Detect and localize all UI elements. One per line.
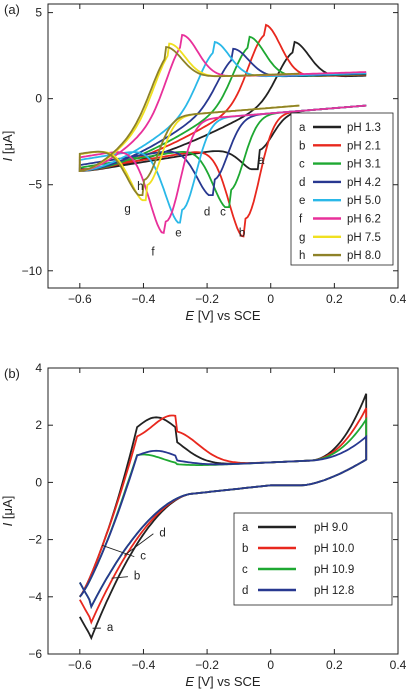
y-axis-label: I [μA] [0,131,15,162]
curve-letter-g: g [124,203,130,215]
curves [79,393,368,641]
curve-letter-d: d [204,207,210,219]
legend-box [233,512,393,606]
legend-label: pH 8.0 [347,250,381,262]
panel-label: (b) [4,366,20,381]
curve-letter-h: h [137,181,143,193]
curve-letter-b: b [134,571,140,583]
y-axis-label: I [μA] [0,496,15,527]
curve-letter-e: e [175,227,181,239]
x-tick-label: 0 [267,292,274,306]
y-tick-label: 0 [35,92,42,106]
legend-letter: a [242,522,249,534]
legend-label: pH 12.8 [314,585,354,597]
annotation-arrow [111,576,128,579]
x-tick-label: 0 [267,658,274,672]
curve-letter-c: c [140,551,146,563]
curves [78,23,367,238]
y-tick-label: 5 [35,6,42,20]
legend-label: pH 4.2 [347,177,381,189]
x-tick-label: 0.4 [390,292,407,306]
x-axis-label: E [V] vs SCE [185,674,260,689]
legend-letter: d [242,585,248,597]
x-tick-label: −0.2 [195,292,219,306]
legend-letter: f [299,214,303,226]
legend-label: pH 7.5 [347,232,381,244]
panel-a-chart: −0.6 −0.4 −0.2 0 0.2 0.4 −10 −5 0 5 (a) E [V] vs SC… [0,2,407,323]
legend-letter: a [299,122,306,134]
y-tick-label: −4 [28,590,42,604]
y-tick-label: 4 [35,361,42,375]
series-line-h [78,45,300,196]
y-tick-label: 2 [35,418,42,432]
curve-letter-c: c [220,207,226,219]
legend-letter: e [299,195,305,207]
x-tick-label: 0.2 [326,658,343,672]
curve-letter-f: f [151,246,155,258]
x-tick-label: −0.6 [68,658,92,672]
x-tick-label: 0.2 [326,292,343,306]
panel-label: (a) [4,2,20,17]
curve-letter-b: b [239,227,245,239]
series-line-d [79,434,368,610]
y-tick-label: −2 [28,533,42,547]
legend-label: pH 1.3 [347,122,381,134]
curve-letter-a: a [107,622,114,634]
curve-letter-d: d [159,528,165,540]
legend-letter: c [299,159,305,171]
x-tick-label: −0.2 [195,658,219,672]
y-tick-label: −6 [28,647,42,661]
legend-letter: d [299,177,305,189]
annotation-arrow [124,533,154,556]
legend-letter: c [242,564,248,576]
curve-letter-a: a [258,155,265,167]
legend-label: pH 5.0 [347,195,381,207]
x-tick-label: 0.4 [390,658,407,672]
legend-label: pH 10.0 [314,543,354,555]
y-tick-label: 0 [35,475,42,489]
panel-b-chart: −0.6 −0.4 −0.2 0 0.2 0.4 −6 −4 −2 0 2 4 (b) E [V] vs … [0,361,407,689]
legend-label: pH 6.2 [347,214,381,226]
legend-label: pH 10.9 [314,564,354,576]
y-tick-label: −10 [22,264,43,278]
plot-frame [47,3,399,289]
legend-letter: b [299,140,305,152]
annotation-arrow [101,544,135,558]
y-tick-label: −5 [28,178,42,192]
legend-label: pH 3.1 [347,159,381,171]
legend-box [290,112,394,266]
x-tick-label: −0.4 [132,292,156,306]
legend-letter: h [299,250,305,262]
x-tick-label: −0.4 [132,658,156,672]
legend-letter: g [299,232,305,244]
plot-frame [47,367,399,655]
x-axis-label: E [V] vs SCE [185,308,260,323]
legend-label: pH 2.1 [347,140,381,152]
legend-letter: b [242,543,248,555]
x-tick-label: −0.6 [68,292,92,306]
legend-label: pH 9.0 [314,522,348,534]
